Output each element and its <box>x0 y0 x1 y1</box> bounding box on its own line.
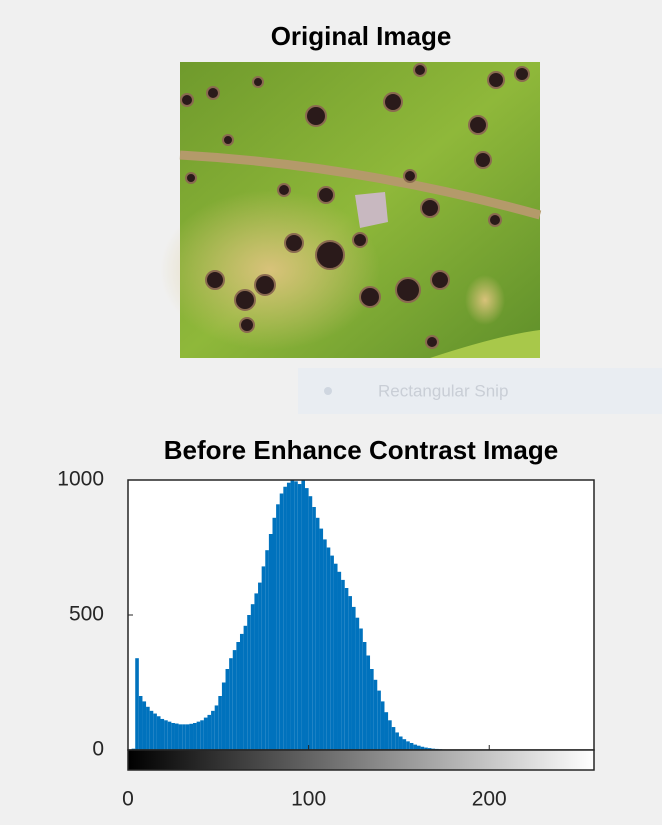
histogram-bar <box>366 656 370 751</box>
histogram-bar <box>258 583 262 750</box>
figure: Original Image Rectangular Snip Before E… <box>0 0 662 825</box>
histogram-bar <box>204 718 208 750</box>
histogram-bar <box>200 720 204 750</box>
histogram-bar <box>229 658 233 750</box>
histogram-bar <box>157 716 161 750</box>
histogram-bar <box>236 642 240 750</box>
histogram-bar <box>403 739 407 750</box>
histogram-bar <box>374 680 378 750</box>
histogram-bar <box>222 683 226 751</box>
histogram-bar <box>280 494 284 751</box>
histogram-bar <box>319 529 323 750</box>
histogram-bar <box>265 550 269 750</box>
histogram-bar <box>356 618 360 750</box>
histogram-bar <box>287 483 291 750</box>
leaf-image <box>160 62 540 358</box>
histogram-bar <box>305 488 309 750</box>
histogram-bar <box>207 715 211 750</box>
histogram-bar <box>262 566 266 750</box>
histogram-bar <box>377 691 381 750</box>
y-tick-label: 1000 <box>57 468 104 491</box>
histogram-bar <box>197 722 201 750</box>
overlay-label: Rectangular Snip <box>378 381 508 400</box>
histogram-bar <box>215 705 219 750</box>
histogram-bar <box>269 534 273 750</box>
histogram-bar <box>186 724 190 750</box>
histogram-bar <box>352 607 356 750</box>
histogram-bar <box>153 714 157 750</box>
chart-title: Before Enhance Contrast Image <box>164 435 558 465</box>
histogram-bar <box>410 743 414 750</box>
histogram-bar <box>276 504 280 750</box>
x-tick-label: 0 <box>122 788 134 811</box>
histogram-bar <box>298 484 302 750</box>
histogram-bar <box>272 518 276 750</box>
histogram-bar <box>363 642 367 750</box>
histogram-bar <box>218 696 222 750</box>
histogram-bar <box>312 507 316 750</box>
histogram-bar <box>168 722 172 750</box>
histogram-bar <box>323 539 327 750</box>
histogram-bar <box>330 556 334 750</box>
histogram-bar <box>392 727 396 750</box>
y-tick-label: 0 <box>92 738 104 761</box>
histogram-bar <box>370 669 374 750</box>
histogram-bar <box>283 487 287 750</box>
histogram-bar <box>395 732 399 750</box>
histogram-bar <box>175 724 179 750</box>
histogram-bar <box>251 604 255 750</box>
histogram-bar <box>240 634 244 750</box>
histogram-bar <box>309 496 313 750</box>
histogram-bar <box>135 658 139 750</box>
histogram-bar <box>291 480 295 750</box>
histogram-bar <box>399 737 403 751</box>
histogram-bar <box>164 720 168 750</box>
histogram-bar <box>359 629 363 751</box>
histogram-bar <box>244 626 248 750</box>
histogram-bar <box>381 701 385 750</box>
histogram-bar <box>182 724 186 750</box>
histogram-bar <box>179 724 183 750</box>
x-tick-label: 200 <box>472 788 507 811</box>
histogram-bar <box>384 712 388 750</box>
histogram-bar <box>334 564 338 750</box>
histogram-bar <box>146 707 150 750</box>
histogram-bar <box>139 696 143 750</box>
histogram-bar <box>189 724 193 750</box>
y-tick-label: 500 <box>69 603 104 626</box>
histogram-bar <box>233 650 237 750</box>
histogram-bar <box>301 480 305 750</box>
histogram-bar <box>316 518 320 750</box>
histogram-bar <box>193 723 197 750</box>
histogram-bar <box>388 720 392 750</box>
histogram-bar <box>142 701 146 750</box>
x-tick-label: 100 <box>291 788 326 811</box>
histogram-bar <box>161 719 165 750</box>
histogram-bar <box>345 588 349 750</box>
histogram-bar <box>254 593 258 750</box>
histogram-bar <box>327 548 331 751</box>
histogram-bar <box>294 481 298 750</box>
histogram-bar <box>150 711 154 750</box>
histogram-bar <box>226 669 230 750</box>
histogram-bar <box>338 572 342 750</box>
page: {"image_title": "Original Image", "overl… <box>0 0 662 825</box>
histogram-bar <box>413 745 417 750</box>
colorbar <box>128 750 594 770</box>
snip-overlay: Rectangular Snip <box>298 368 662 414</box>
histogram-bar <box>211 711 215 750</box>
histogram-bar <box>341 580 345 750</box>
image-title: Original Image <box>271 21 452 51</box>
histogram-bar <box>247 615 251 750</box>
histogram-bar <box>171 723 175 750</box>
histogram-bar <box>406 741 410 750</box>
histogram-bar <box>348 596 352 750</box>
